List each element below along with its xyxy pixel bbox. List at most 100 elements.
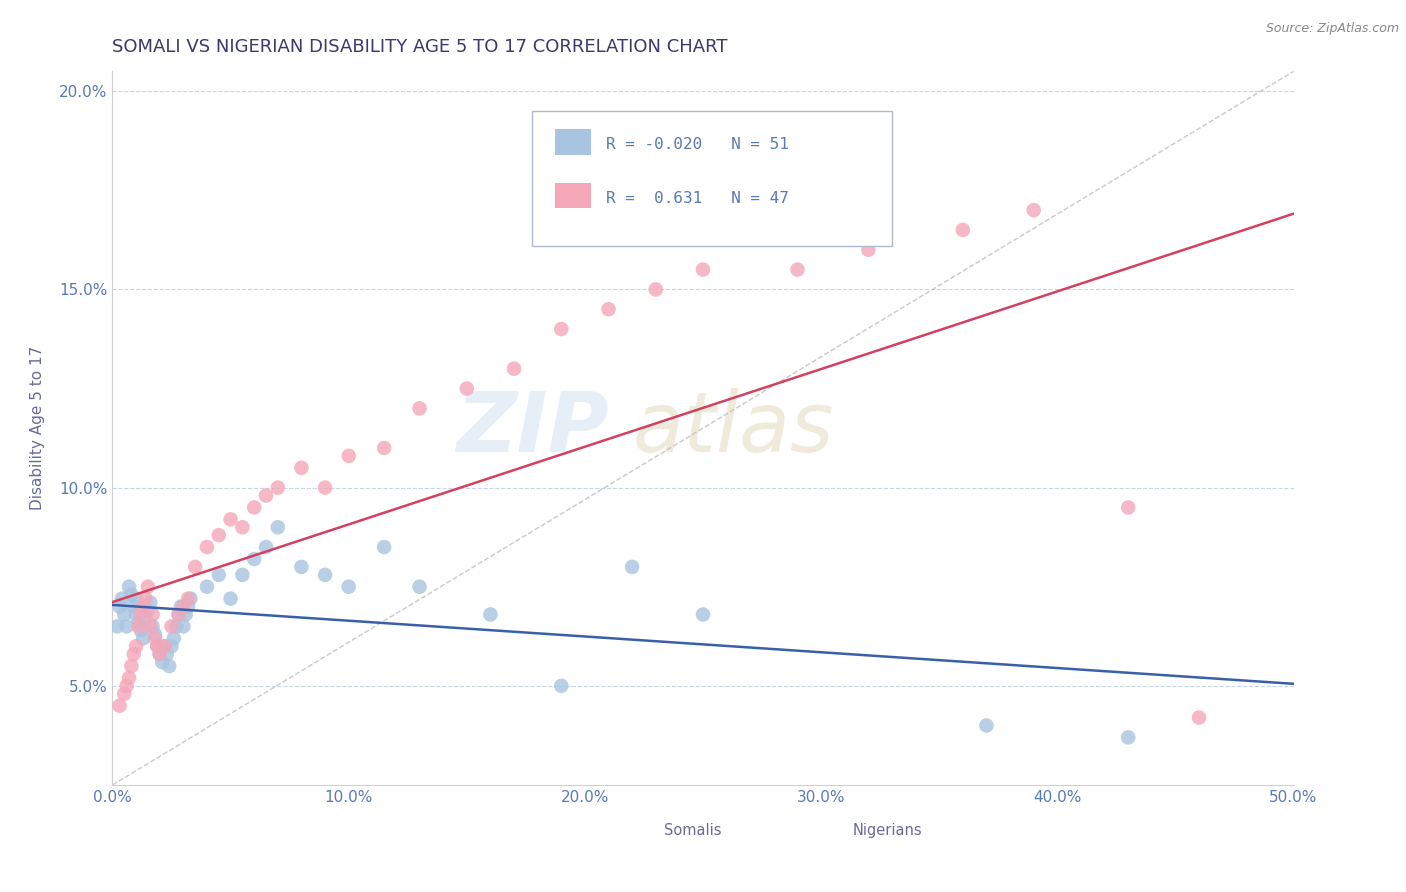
Point — [120, 659, 142, 673]
Point — [172, 619, 194, 633]
Point — [139, 619, 162, 633]
Point — [149, 647, 172, 661]
Point — [108, 698, 131, 713]
Point — [146, 639, 169, 653]
Point — [373, 441, 395, 455]
Point — [254, 540, 277, 554]
Point — [174, 607, 197, 622]
Point — [290, 460, 312, 475]
Point — [143, 632, 166, 646]
Point — [125, 607, 148, 622]
Point — [254, 489, 277, 503]
Text: SOMALI VS NIGERIAN DISABILITY AGE 5 TO 17 CORRELATION CHART: SOMALI VS NIGERIAN DISABILITY AGE 5 TO 1… — [112, 38, 728, 56]
Point — [125, 639, 148, 653]
FancyBboxPatch shape — [555, 129, 591, 155]
Point — [208, 567, 231, 582]
Text: Source: ZipAtlas.com: Source: ZipAtlas.com — [1265, 22, 1399, 36]
Point — [456, 382, 478, 396]
Point — [219, 591, 242, 606]
Point — [195, 580, 218, 594]
Point — [150, 655, 173, 669]
Point — [184, 560, 207, 574]
Point — [976, 718, 998, 732]
Point — [243, 500, 266, 515]
Point — [243, 552, 266, 566]
Point — [153, 639, 176, 653]
Point — [136, 580, 159, 594]
Point — [858, 243, 880, 257]
Point — [160, 619, 183, 633]
Point — [219, 512, 242, 526]
Point — [127, 619, 149, 633]
Point — [550, 679, 572, 693]
Point — [231, 520, 253, 534]
Point — [118, 580, 141, 594]
Point — [153, 639, 176, 653]
Point — [118, 671, 141, 685]
Point — [112, 607, 135, 622]
Point — [952, 223, 974, 237]
Point — [408, 580, 430, 594]
Point — [373, 540, 395, 554]
FancyBboxPatch shape — [773, 822, 839, 838]
Point — [267, 520, 290, 534]
Point — [157, 659, 180, 673]
Text: Nigerians: Nigerians — [853, 823, 922, 838]
Point — [337, 580, 360, 594]
Point — [146, 639, 169, 653]
Point — [129, 607, 152, 622]
Point — [125, 591, 148, 606]
Point — [479, 607, 502, 622]
Point — [598, 302, 620, 317]
Point — [149, 647, 172, 661]
Point — [127, 615, 149, 630]
Point — [111, 591, 134, 606]
Point — [115, 679, 138, 693]
Point — [644, 282, 666, 296]
Point — [165, 619, 187, 633]
Point — [314, 481, 336, 495]
Point — [208, 528, 231, 542]
Point — [139, 596, 162, 610]
Point — [503, 361, 526, 376]
Point — [314, 567, 336, 582]
Point — [108, 599, 131, 614]
Point — [167, 607, 190, 622]
Point — [170, 599, 193, 614]
Point — [156, 647, 179, 661]
FancyBboxPatch shape — [555, 183, 591, 209]
Point — [231, 567, 253, 582]
Point — [167, 607, 190, 622]
Point — [337, 449, 360, 463]
Point — [135, 611, 157, 625]
Point — [129, 624, 152, 638]
Point — [163, 632, 186, 646]
Point — [143, 627, 166, 641]
Point — [135, 591, 157, 606]
Point — [267, 481, 290, 495]
Point — [1116, 731, 1139, 745]
Text: Somalis: Somalis — [664, 823, 721, 838]
Point — [115, 619, 138, 633]
Point — [177, 591, 200, 606]
Text: R =  0.631   N = 47: R = 0.631 N = 47 — [606, 191, 789, 206]
Point — [290, 560, 312, 574]
Point — [786, 262, 808, 277]
Text: atlas: atlas — [633, 388, 834, 468]
FancyBboxPatch shape — [585, 822, 650, 838]
Point — [160, 639, 183, 653]
Point — [122, 599, 145, 614]
Point — [1116, 500, 1139, 515]
FancyBboxPatch shape — [531, 111, 891, 246]
Text: R = -0.020   N = 51: R = -0.020 N = 51 — [606, 137, 789, 153]
Point — [136, 603, 159, 617]
Point — [112, 687, 135, 701]
Point — [692, 262, 714, 277]
Point — [122, 647, 145, 661]
Point — [142, 619, 165, 633]
Point — [195, 540, 218, 554]
Point — [408, 401, 430, 416]
Point — [132, 599, 155, 614]
Point — [132, 632, 155, 646]
Y-axis label: Disability Age 5 to 17: Disability Age 5 to 17 — [31, 346, 45, 510]
